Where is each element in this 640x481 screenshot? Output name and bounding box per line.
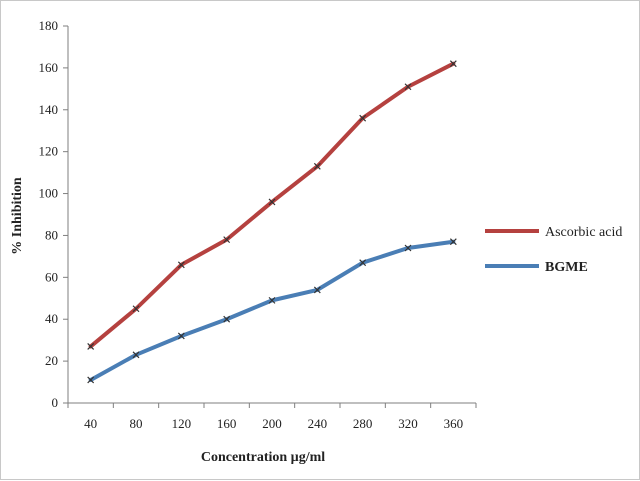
y-tick-label: 100: [39, 186, 59, 201]
data-point-marker: [177, 261, 185, 269]
x-tick-label: 160: [217, 416, 237, 431]
data-point-marker: [404, 244, 412, 252]
data-point-marker: [223, 236, 231, 244]
y-tick-label: 80: [45, 227, 58, 242]
x-tick-label: 40: [84, 416, 97, 431]
x-axis-title: Concentration µg/ml: [201, 450, 325, 465]
series-line-2: [88, 239, 456, 382]
data-point-marker: [132, 305, 140, 313]
data-point-marker: [313, 162, 321, 170]
x-tick-label: 280: [353, 416, 373, 431]
y-tick-label: 120: [39, 144, 59, 159]
y-tick-label: 180: [39, 18, 59, 33]
legend-label-2: BGME: [545, 260, 588, 275]
x-tick-label: 360: [444, 416, 464, 431]
x-tick-label: 240: [308, 416, 328, 431]
y-tick-label: 60: [45, 269, 58, 284]
y-tick-label: 140: [39, 102, 59, 117]
legend-label-1: Ascorbic acid: [545, 225, 622, 240]
x-tick-label: 120: [172, 416, 192, 431]
y-tick-label: 40: [45, 311, 58, 326]
legend: Ascorbic acid BGME: [485, 225, 622, 275]
data-point-marker: [177, 332, 185, 340]
x-tick-label: 320: [398, 416, 418, 431]
y-tick-label: 160: [39, 60, 59, 75]
y-tick-label: 20: [45, 353, 58, 368]
data-point-marker: [268, 296, 276, 304]
y-axis-title: % Inhibition: [10, 177, 25, 255]
data-point-marker: [359, 114, 367, 122]
data-point-marker: [268, 198, 276, 206]
x-tick-label: 200: [262, 416, 282, 431]
y-axis: 0 20 40 60 80 100 120 140 160 180: [39, 18, 69, 410]
data-point-marker: [223, 315, 231, 323]
data-point-marker: [87, 343, 95, 350]
x-axis: 40 80 120 160 200 240 280 320 360: [67, 402, 477, 431]
data-point-marker: [132, 351, 140, 359]
data-point-marker: [404, 83, 412, 91]
data-point-marker: [359, 259, 367, 267]
y-tick-label: 0: [52, 395, 59, 410]
data-point-marker: [87, 376, 95, 384]
x-tick-label: 80: [130, 416, 143, 431]
series-lines: [87, 60, 457, 384]
series-line-1: [88, 61, 456, 349]
data-point-marker: [313, 286, 321, 294]
data-point-marker: [449, 60, 457, 68]
data-point-marker: [449, 238, 457, 246]
